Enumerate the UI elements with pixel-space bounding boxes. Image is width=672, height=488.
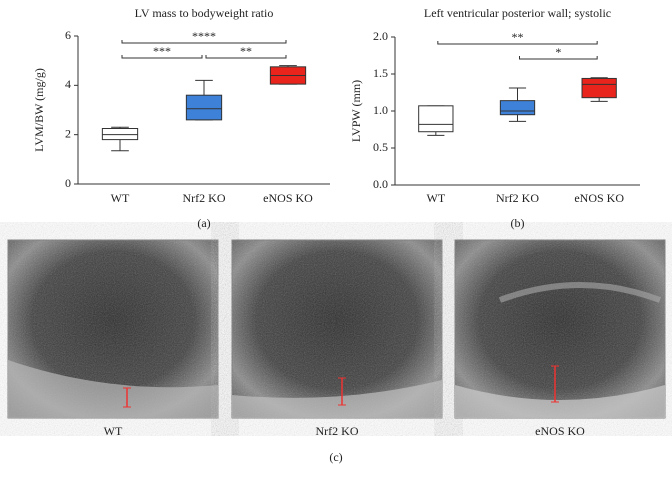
- y-tick-label: 6: [65, 28, 71, 42]
- y-axis-label: LVM/BW (mg/g): [32, 68, 46, 152]
- panel-label: (b): [511, 216, 525, 230]
- y-tick-label: 0: [65, 176, 71, 190]
- y-axis-label: LVPW (mm): [349, 80, 363, 142]
- box: [101, 128, 139, 141]
- y-tick-label: 1.5: [373, 66, 388, 80]
- y-tick-label: 2.0: [373, 29, 388, 43]
- significance-bracket: [121, 55, 203, 59]
- x-tick-label: WT: [111, 191, 130, 205]
- chart-title: LV mass to bodyweight ratio: [135, 6, 274, 20]
- ultrasound-panel: [7, 239, 219, 419]
- y-tick-label: 0.5: [373, 140, 388, 154]
- y-tick-label: 4: [65, 77, 71, 91]
- chart-title: Left ventricular posterior wall; systoli…: [424, 6, 611, 20]
- significance-label: ***: [153, 44, 171, 58]
- significance-bracket: [519, 56, 598, 60]
- y-tick-label: 0.0: [373, 177, 388, 191]
- y-tick-label: 1.0: [373, 103, 388, 117]
- box: [499, 100, 536, 116]
- significance-bracket: [437, 41, 598, 45]
- significance-bracket: [205, 55, 287, 59]
- x-tick-label: Nrf2 KO: [183, 191, 226, 205]
- x-tick-label: WT: [427, 191, 446, 205]
- box: [185, 94, 223, 121]
- x-tick-label: Nrf2 KO: [496, 191, 539, 205]
- box: [581, 77, 617, 99]
- image-caption: eNOS KO: [535, 424, 585, 438]
- ultrasound-panel: [231, 239, 443, 419]
- panel-label: (c): [329, 450, 342, 464]
- y-tick-label: 2: [65, 126, 71, 140]
- panel-label: (a): [197, 216, 210, 230]
- significance-label: *: [555, 45, 561, 59]
- significance-label: **: [240, 44, 252, 58]
- x-tick-label: eNOS KO: [263, 191, 313, 205]
- ultrasound-panel: [454, 239, 666, 419]
- box: [418, 105, 454, 133]
- image-caption: Nrf2 KO: [316, 424, 359, 438]
- significance-label: **: [512, 30, 524, 44]
- significance-bracket: [121, 40, 287, 44]
- x-tick-label: eNOS KO: [574, 191, 624, 205]
- significance-label: ****: [192, 29, 216, 43]
- image-caption: WT: [104, 424, 123, 438]
